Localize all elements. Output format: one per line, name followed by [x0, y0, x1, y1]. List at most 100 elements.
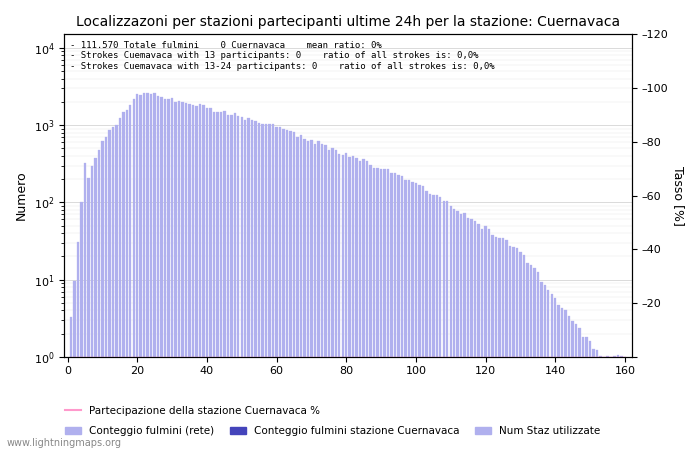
Bar: [446, 201, 449, 450]
Bar: [624, 357, 626, 450]
Bar: [470, 219, 473, 450]
Bar: [418, 184, 421, 450]
Bar: [363, 159, 365, 450]
Bar: [188, 104, 190, 450]
Bar: [234, 113, 236, 450]
Bar: [617, 355, 619, 450]
Bar: [282, 129, 285, 450]
Text: - 111.570 Totale fulmini    0 Cuernavaca    mean ratio: 0%
- Strokes Cuemavaca w: - 111.570 Totale fulmini 0 Cuernavaca me…: [70, 41, 494, 71]
Bar: [526, 263, 528, 450]
Bar: [129, 105, 132, 450]
Bar: [557, 305, 560, 450]
Bar: [338, 153, 340, 450]
Bar: [463, 213, 466, 450]
Bar: [192, 105, 194, 450]
Y-axis label: Numero: Numero: [15, 171, 28, 220]
Bar: [227, 115, 229, 450]
Bar: [105, 137, 107, 450]
Bar: [613, 356, 616, 450]
Bar: [523, 255, 525, 450]
Bar: [359, 161, 361, 450]
Bar: [356, 158, 358, 450]
Bar: [91, 166, 93, 450]
Bar: [547, 290, 550, 450]
Bar: [606, 356, 609, 450]
Bar: [118, 118, 121, 450]
Bar: [568, 316, 570, 450]
Bar: [345, 153, 347, 450]
Bar: [435, 195, 438, 450]
Bar: [181, 102, 183, 450]
Bar: [209, 108, 211, 450]
Bar: [377, 168, 379, 450]
Bar: [571, 321, 574, 450]
Bar: [296, 137, 299, 450]
Bar: [467, 218, 470, 450]
Bar: [582, 337, 584, 450]
Bar: [537, 272, 539, 450]
Bar: [241, 117, 243, 450]
Bar: [70, 317, 72, 450]
Bar: [202, 105, 204, 450]
Bar: [108, 130, 111, 450]
Y-axis label: Tasso [%]: Tasso [%]: [672, 166, 685, 225]
Bar: [199, 104, 201, 450]
Bar: [125, 110, 128, 450]
Bar: [136, 94, 139, 450]
Bar: [596, 350, 598, 450]
Bar: [578, 328, 581, 450]
Bar: [143, 93, 146, 450]
Bar: [449, 206, 452, 450]
Bar: [331, 148, 333, 450]
Bar: [530, 265, 532, 450]
Bar: [432, 195, 435, 450]
Bar: [80, 202, 83, 450]
Bar: [254, 121, 257, 450]
Bar: [394, 172, 396, 450]
Bar: [484, 226, 486, 450]
Bar: [491, 235, 494, 450]
Bar: [237, 117, 239, 450]
Bar: [303, 139, 306, 450]
Bar: [272, 124, 274, 450]
Bar: [171, 98, 174, 450]
Bar: [213, 112, 215, 450]
Bar: [195, 106, 197, 450]
Bar: [94, 158, 97, 450]
Text: www.lightningmaps.org: www.lightningmaps.org: [7, 438, 122, 448]
Bar: [150, 94, 153, 450]
Bar: [258, 123, 260, 450]
Bar: [610, 357, 612, 450]
Bar: [244, 121, 246, 450]
Bar: [387, 169, 389, 450]
Bar: [589, 341, 591, 450]
Bar: [477, 224, 480, 450]
Bar: [206, 108, 208, 450]
Bar: [488, 229, 490, 450]
Bar: [400, 176, 403, 450]
Bar: [115, 125, 118, 450]
Bar: [370, 165, 372, 450]
Bar: [268, 124, 271, 450]
Bar: [460, 214, 463, 450]
Bar: [293, 132, 295, 450]
Bar: [174, 102, 177, 450]
Bar: [585, 337, 588, 450]
Bar: [474, 221, 476, 450]
Bar: [275, 126, 278, 450]
Bar: [495, 237, 497, 450]
Bar: [157, 96, 160, 450]
Bar: [391, 173, 393, 450]
Bar: [153, 93, 156, 450]
Bar: [102, 141, 104, 450]
Bar: [132, 99, 135, 450]
Bar: [519, 252, 522, 450]
Bar: [498, 238, 500, 450]
Bar: [404, 180, 407, 450]
Bar: [439, 197, 442, 450]
Bar: [603, 357, 606, 450]
Bar: [84, 162, 86, 450]
Bar: [502, 238, 504, 450]
Bar: [98, 150, 100, 450]
Bar: [220, 112, 222, 450]
